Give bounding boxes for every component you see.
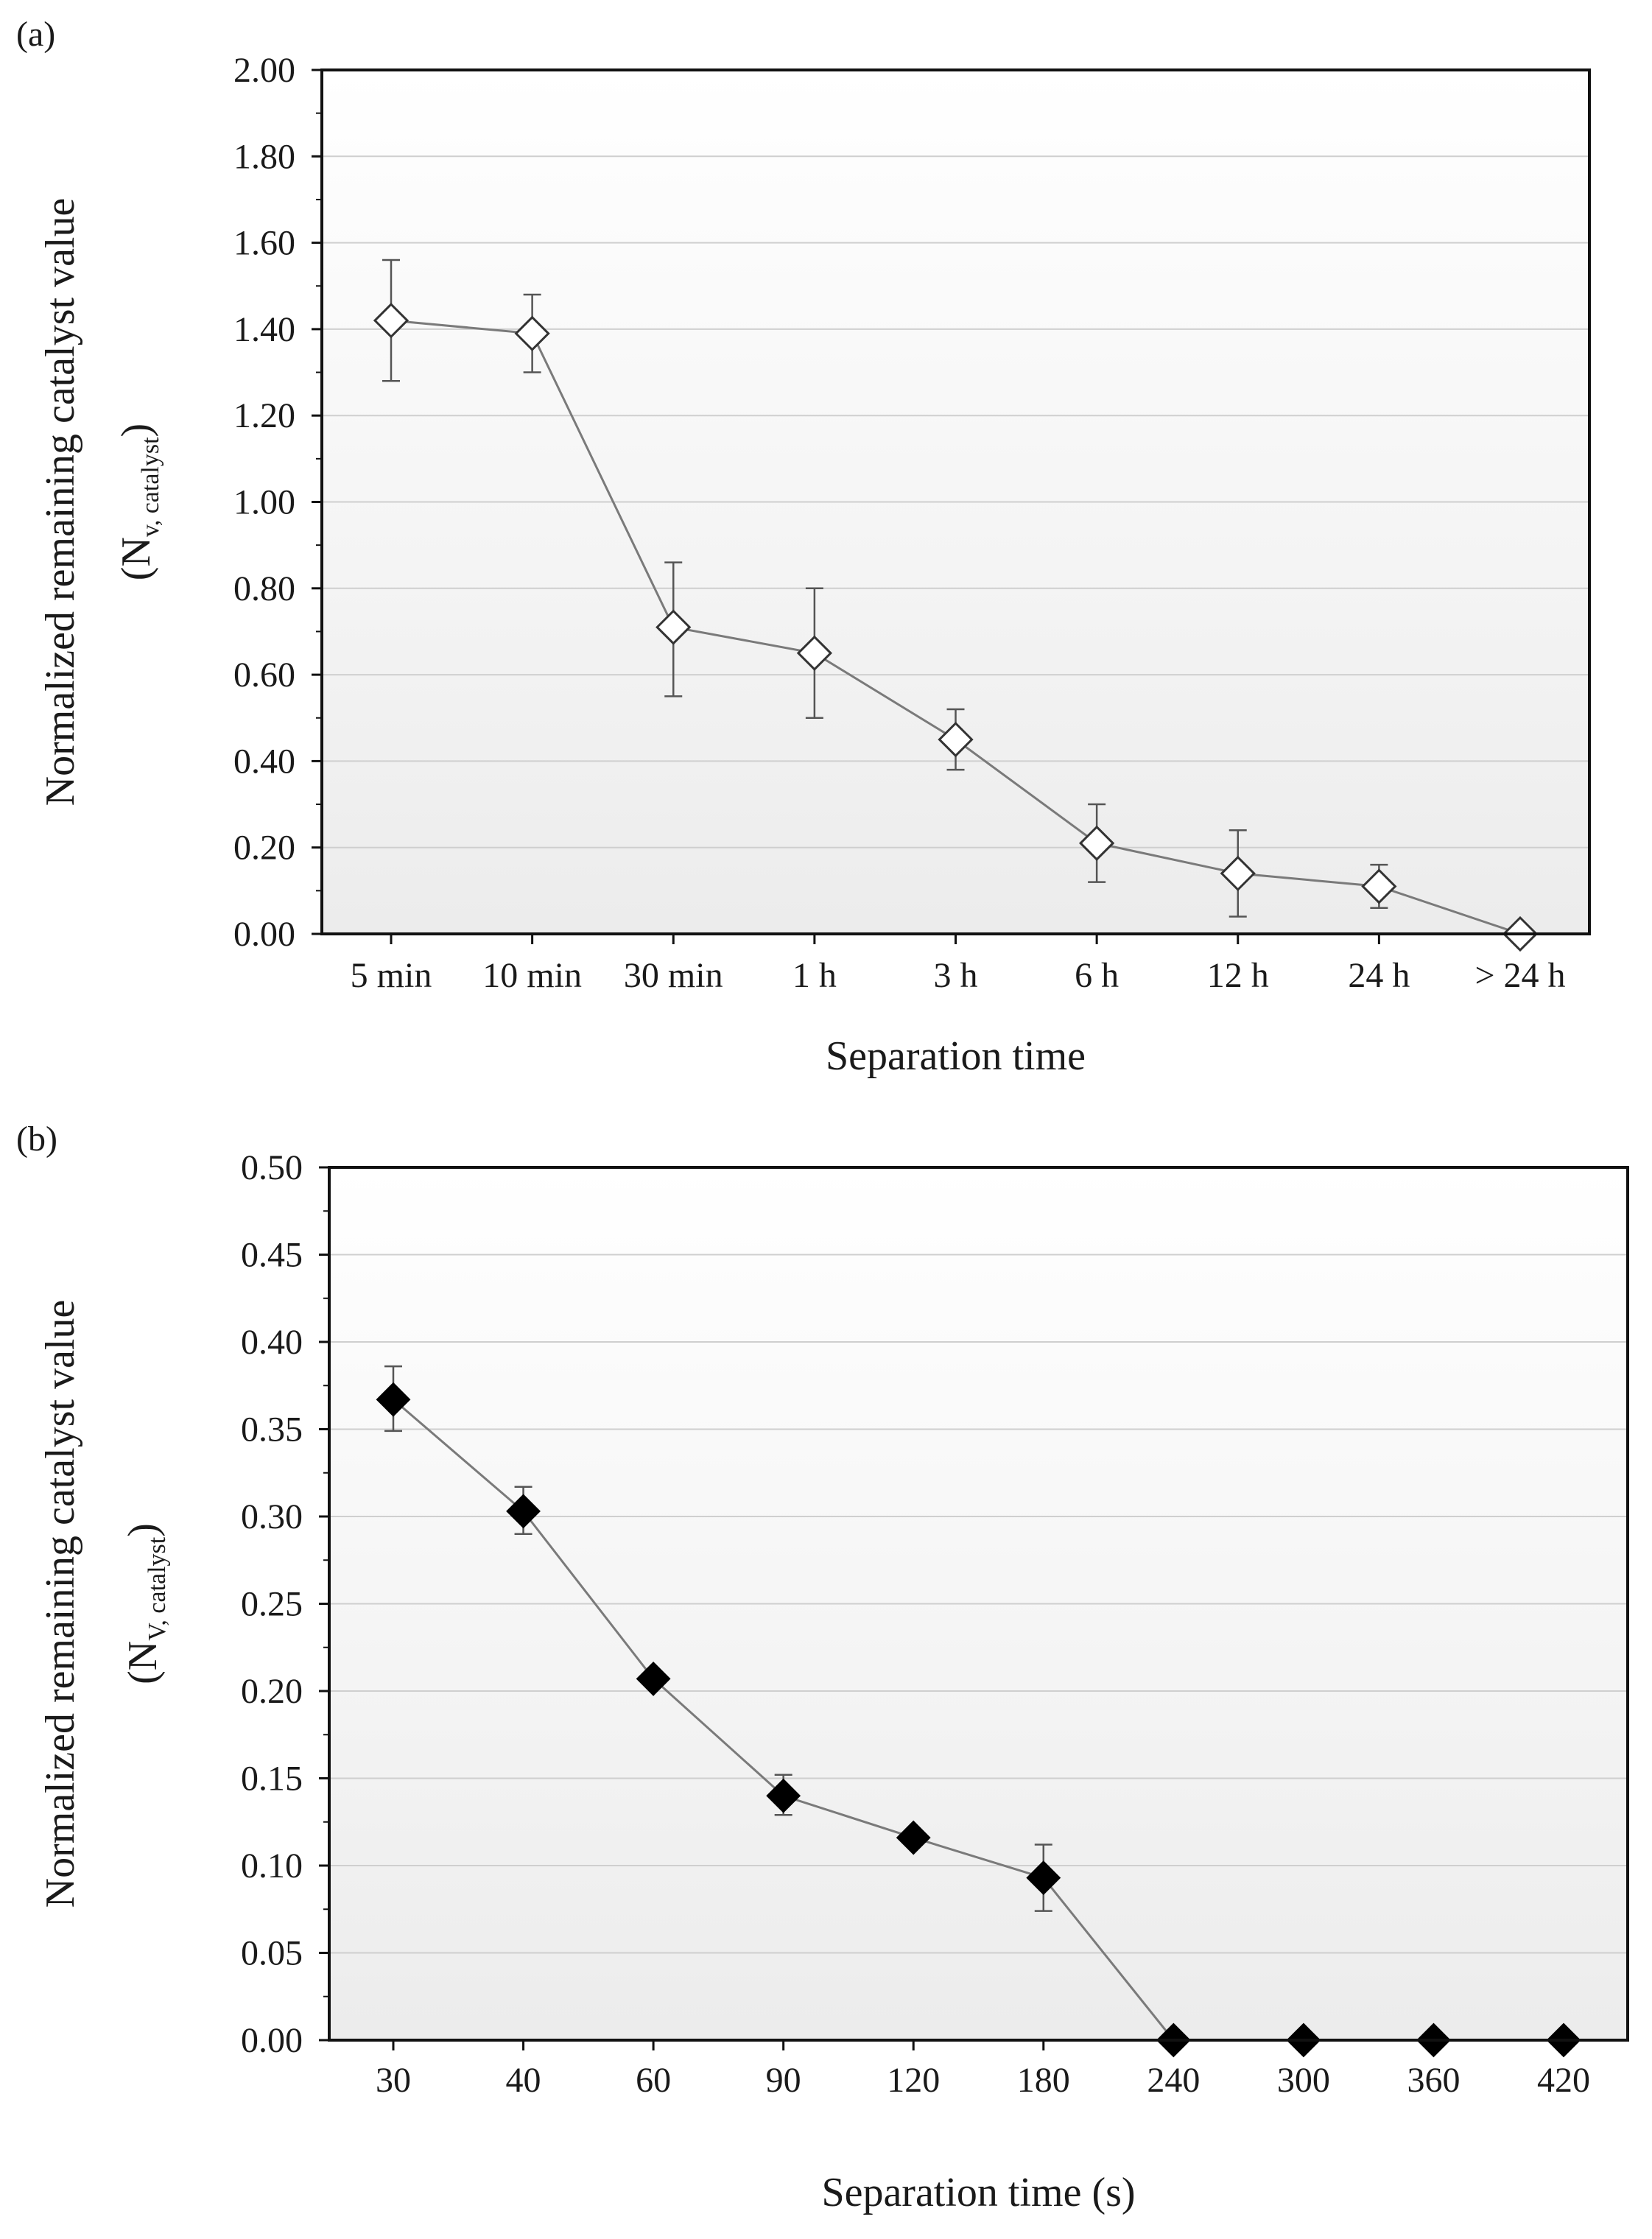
x-tick-label-a: 10 min [482,956,582,995]
x-axis-b: 30 40 60 90 120 180 240 300 360 420 [376,2040,1590,2100]
y-tick-label-b: 0.25 [241,1585,303,1624]
y-tick-label-b: 0.00 [241,2021,303,2060]
x-tick-label-a: 1 h [792,956,837,995]
panel-label-b: (b) [16,1120,57,1159]
x-tick-label-a: 30 min [624,956,723,995]
x-tick-label-b: 180 [1017,2061,1070,2100]
x-tick-label-b: 30 [376,2061,411,2100]
gridlines-b [329,1254,1628,1954]
data-point-a [514,315,550,351]
plot-frame-b [328,1166,1629,2042]
x-axis-title-a: Separation time [826,1033,1086,1079]
x-axis-title-b: Separation time (s) [821,2170,1135,2215]
y-tick-label-b: 0.05 [241,1934,303,1973]
x-tick-label-a: 5 min [351,956,432,995]
data-point-a [373,303,410,339]
y-tick-label-b: 0.35 [241,1410,303,1449]
x-tick-label-b: 240 [1147,2061,1200,2100]
x-tick-label-b: 40 [506,2061,541,2100]
data-point-b [506,1494,541,1529]
plot-frame-a [320,68,1591,935]
y-axis-a: 0.00 0.20 0.40 0.60 0.80 1.00 1.20 1.40 1.60 1.80… [233,51,322,954]
series-a [373,259,1539,952]
data-point-a [655,609,692,645]
x-axis-a: 5 min 10 min 30 min 1 h 3 h 6 h 12 h 24 h > 24 h [351,934,1566,995]
y-axis-b: 0.00 0.05 0.10 0.15 0.20 0.25 0.30 0.35 0.40 0.45… [241,1148,329,2060]
x-tick-label-b: 90 [766,2061,801,2100]
y-tick-label-a: 0.60 [233,655,295,695]
y-tick-label-a: 0.80 [233,569,295,608]
x-tick-label-b: 120 [887,2061,940,2100]
y-tick-label-a: 2.00 [233,51,295,90]
chart-panel-a: (a) 0.00 0.20 0.40 0.60 0.80 1.00 1.20 1.40 1.60… [16,15,1591,1079]
y-tick-label-a: 1.40 [233,310,295,349]
x-tick-label-b: 300 [1277,2061,1330,2100]
y-tick-label-b: 0.10 [241,1846,303,1885]
y-tick-label-a: 0.20 [233,829,295,868]
y-tick-label-a: 0.40 [233,742,295,781]
y-tick-label-a: 1.60 [233,224,295,263]
data-point-b [636,1661,671,1696]
y-tick-label-b: 0.30 [241,1497,303,1536]
data-point-b [766,1778,801,1813]
data-point-a [1361,868,1397,904]
data-point-a [1220,855,1256,892]
panel-label-a: (a) [16,15,55,54]
y-tick-label-b: 0.40 [241,1323,303,1362]
x-tick-label-a: > 24 h [1475,956,1565,995]
y-tick-label-b: 0.15 [241,1760,303,1799]
y-tick-label-b: 0.20 [241,1672,303,1711]
data-point-a [796,635,832,671]
data-point-a [938,721,974,758]
data-point-b [1026,1860,1061,1896]
x-tick-label-b: 420 [1537,2061,1590,2100]
y-tick-label-b: 0.50 [241,1148,303,1187]
x-tick-label-a: 12 h [1207,956,1269,995]
y-axis-symbol-a: (Nv, catalyst) [113,423,164,580]
data-point-a [1079,825,1115,861]
y-axis-title-b: Normalized remaining catalyst value [38,1300,83,1908]
x-tick-label-a: 6 h [1075,956,1119,995]
x-tick-label-b: 360 [1407,2061,1460,2100]
y-tick-label-a: 1.20 [233,396,295,435]
y-axis-symbol-b: (NV, catalyst) [120,1523,171,1684]
x-tick-label-b: 60 [636,2061,671,2100]
y-tick-label-a: 1.80 [233,137,295,176]
chart-panel-b: (b) 0.00 0.05 0.10 0.15 0.20 0.25 0.30 0.35 0.40… [16,1120,1629,2215]
data-point-b [376,1382,411,1417]
y-tick-label-a: 1.00 [233,483,295,522]
y-tick-label-a: 0.00 [233,915,295,954]
x-tick-label-a: 24 h [1348,956,1410,995]
y-axis-title-a: Normalized remaining catalyst value [38,198,83,806]
y-tick-label-b: 0.45 [241,1236,303,1275]
x-tick-label-a: 3 h [934,956,978,995]
data-point-b [896,1820,931,1855]
